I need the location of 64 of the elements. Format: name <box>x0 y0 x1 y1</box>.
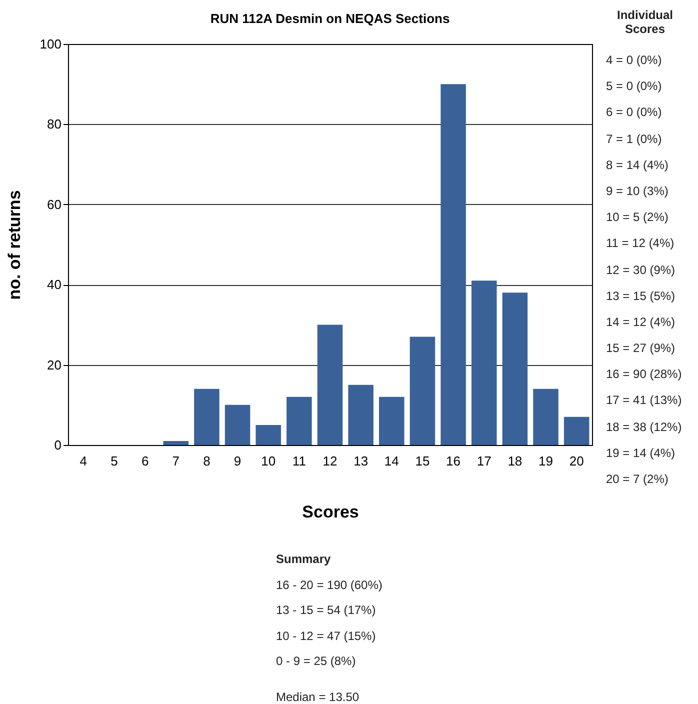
bar <box>194 388 220 445</box>
text: 17 = 41 (13%) <box>606 393 683 410</box>
text: 13 = 15 (5%) <box>606 288 676 305</box>
text: 10 = 5 (2%) <box>606 210 670 226</box>
text: Summary <box>276 552 332 568</box>
bar <box>471 280 497 445</box>
x-tick-label: 14 <box>384 454 399 468</box>
text: 6 = 0 (0%) <box>606 105 663 122</box>
text: 5 = 0 (0%) <box>606 79 663 96</box>
y-tick-label: 40 <box>47 277 62 292</box>
x-tick-label: 9 <box>234 454 242 468</box>
text: 10 - 12 = 47 (15%) <box>276 628 377 644</box>
text: Median = 13.50 <box>276 690 360 704</box>
x-tick-label: 15 <box>415 454 430 468</box>
text: 12 = 30 (9%) <box>606 262 676 278</box>
bar <box>286 396 312 445</box>
bar <box>348 384 374 445</box>
text: 19 = 14 (4%) <box>606 446 676 462</box>
y-tick-label: 60 <box>47 196 62 212</box>
x-tick-label: 20 <box>569 454 584 468</box>
x-tick-label: 17 <box>476 454 492 468</box>
y-axis-title: no. of returns <box>4 190 24 300</box>
x-tick-label: 6 <box>141 454 149 468</box>
x-tick-label: 18 <box>508 454 522 468</box>
x-tick-label: 5 <box>110 454 118 468</box>
x-tick-label: 16 <box>446 454 461 468</box>
text: 16 = 90 (28%) <box>606 367 683 384</box>
bar <box>440 84 466 445</box>
text: Individual Scores <box>616 8 674 38</box>
bar <box>379 396 404 445</box>
bar <box>533 388 558 445</box>
text: 20 = 7 (2%) <box>606 472 670 488</box>
text: 8 = 14 (4%) <box>606 158 670 174</box>
x-tick-label: 10 <box>261 454 276 468</box>
text: 4 = 0 (0%) <box>606 53 663 69</box>
x-tick-label: 4 <box>80 454 88 468</box>
y-tick-label: 20 <box>47 357 62 372</box>
bar <box>564 416 590 445</box>
x-tick-label: 12 <box>322 454 338 468</box>
text: 9 = 10 (3%) <box>606 184 670 200</box>
text: 7 = 1 (0%) <box>606 132 663 148</box>
x-tick-label: 11 <box>292 454 306 468</box>
bar <box>224 404 250 445</box>
x-axis-title: Scores <box>302 502 359 522</box>
y-tick-label: 80 <box>47 116 62 132</box>
text: 13 - 15 = 54 (17%) <box>276 603 377 619</box>
x-tick-label: 8 <box>203 454 210 468</box>
text: 11 = 12 (4%) <box>606 236 676 252</box>
y-tick-label: 0 <box>54 438 62 452</box>
text: 14 = 12 (4%) <box>606 314 676 331</box>
text: 16 - 20 = 190 (60%) <box>276 578 382 594</box>
text: 18 = 38 (12%) <box>606 420 683 436</box>
text: 0 - 9 = 25 (8%) <box>276 654 357 670</box>
bar <box>317 324 343 445</box>
x-tick-label: 13 <box>354 454 368 468</box>
y-tick-label: 100 <box>40 36 62 52</box>
text: 15 = 27 (9%) <box>606 341 676 358</box>
x-tick-label: 7 <box>172 454 180 468</box>
bar <box>502 292 528 445</box>
bar <box>256 424 281 445</box>
bar <box>410 336 436 445</box>
x-tick-label: 19 <box>538 454 553 468</box>
bar <box>163 440 189 445</box>
chart-title: RUN 112A Desmin on NEQAS Sections <box>210 11 450 26</box>
